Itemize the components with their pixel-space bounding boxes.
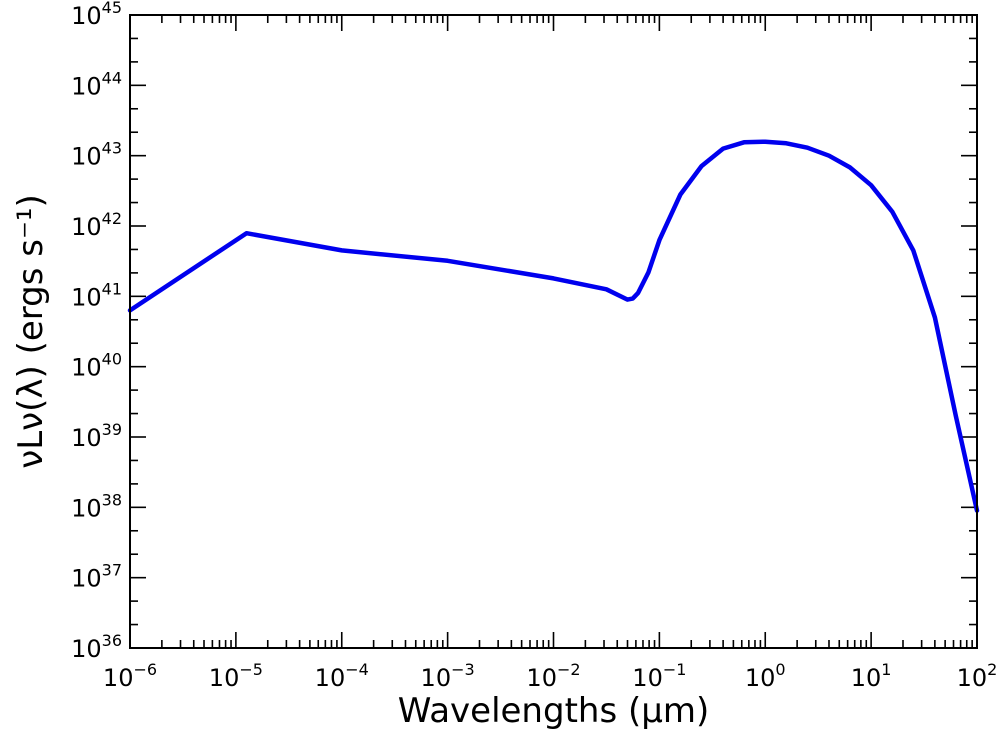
x-tick-label: 10−5	[209, 660, 263, 692]
x-tick-label: 10−1	[632, 660, 686, 692]
y-tick-label: 1041	[71, 279, 122, 311]
plot-frame	[129, 14, 978, 649]
y-tick-label: 1036	[71, 631, 122, 663]
x-tick-label: 10−3	[421, 660, 475, 692]
x-tick-label: 10−2	[526, 660, 580, 692]
y-tick-label: 1043	[71, 139, 122, 171]
y-tick-label: 1045	[71, 0, 122, 30]
tick-marks	[129, 14, 978, 649]
y-axis-title-text: νLν(λ) (ergs s⁻¹)	[11, 194, 51, 469]
y-tick-label: 1039	[71, 420, 122, 452]
y-tick-label: 1038	[71, 490, 122, 522]
series-line	[127, 139, 980, 513]
x-axis-title: Wavelengths (μm)	[398, 691, 710, 731]
x-axis-title-text: Wavelengths (μm)	[398, 691, 710, 731]
x-tick-label: 10−4	[315, 660, 369, 692]
x-tick-label: 102	[957, 660, 998, 692]
x-tick-label: 10−6	[103, 660, 157, 692]
y-tick-label: 1037	[71, 561, 122, 593]
tick-labels: 10−6 10−5 10−4 10−3 10−2 10−1 100 101 102 1036 103…	[71, 0, 997, 692]
y-tick-label: 1042	[71, 209, 122, 241]
x-tick-label: 100	[745, 660, 786, 692]
y-tick-label: 1040	[71, 350, 122, 382]
y-axis-title: νLν(λ) (ergs s⁻¹)	[11, 194, 51, 469]
x-tick-label: 101	[851, 660, 892, 692]
y-tick-label: 1044	[71, 68, 122, 100]
